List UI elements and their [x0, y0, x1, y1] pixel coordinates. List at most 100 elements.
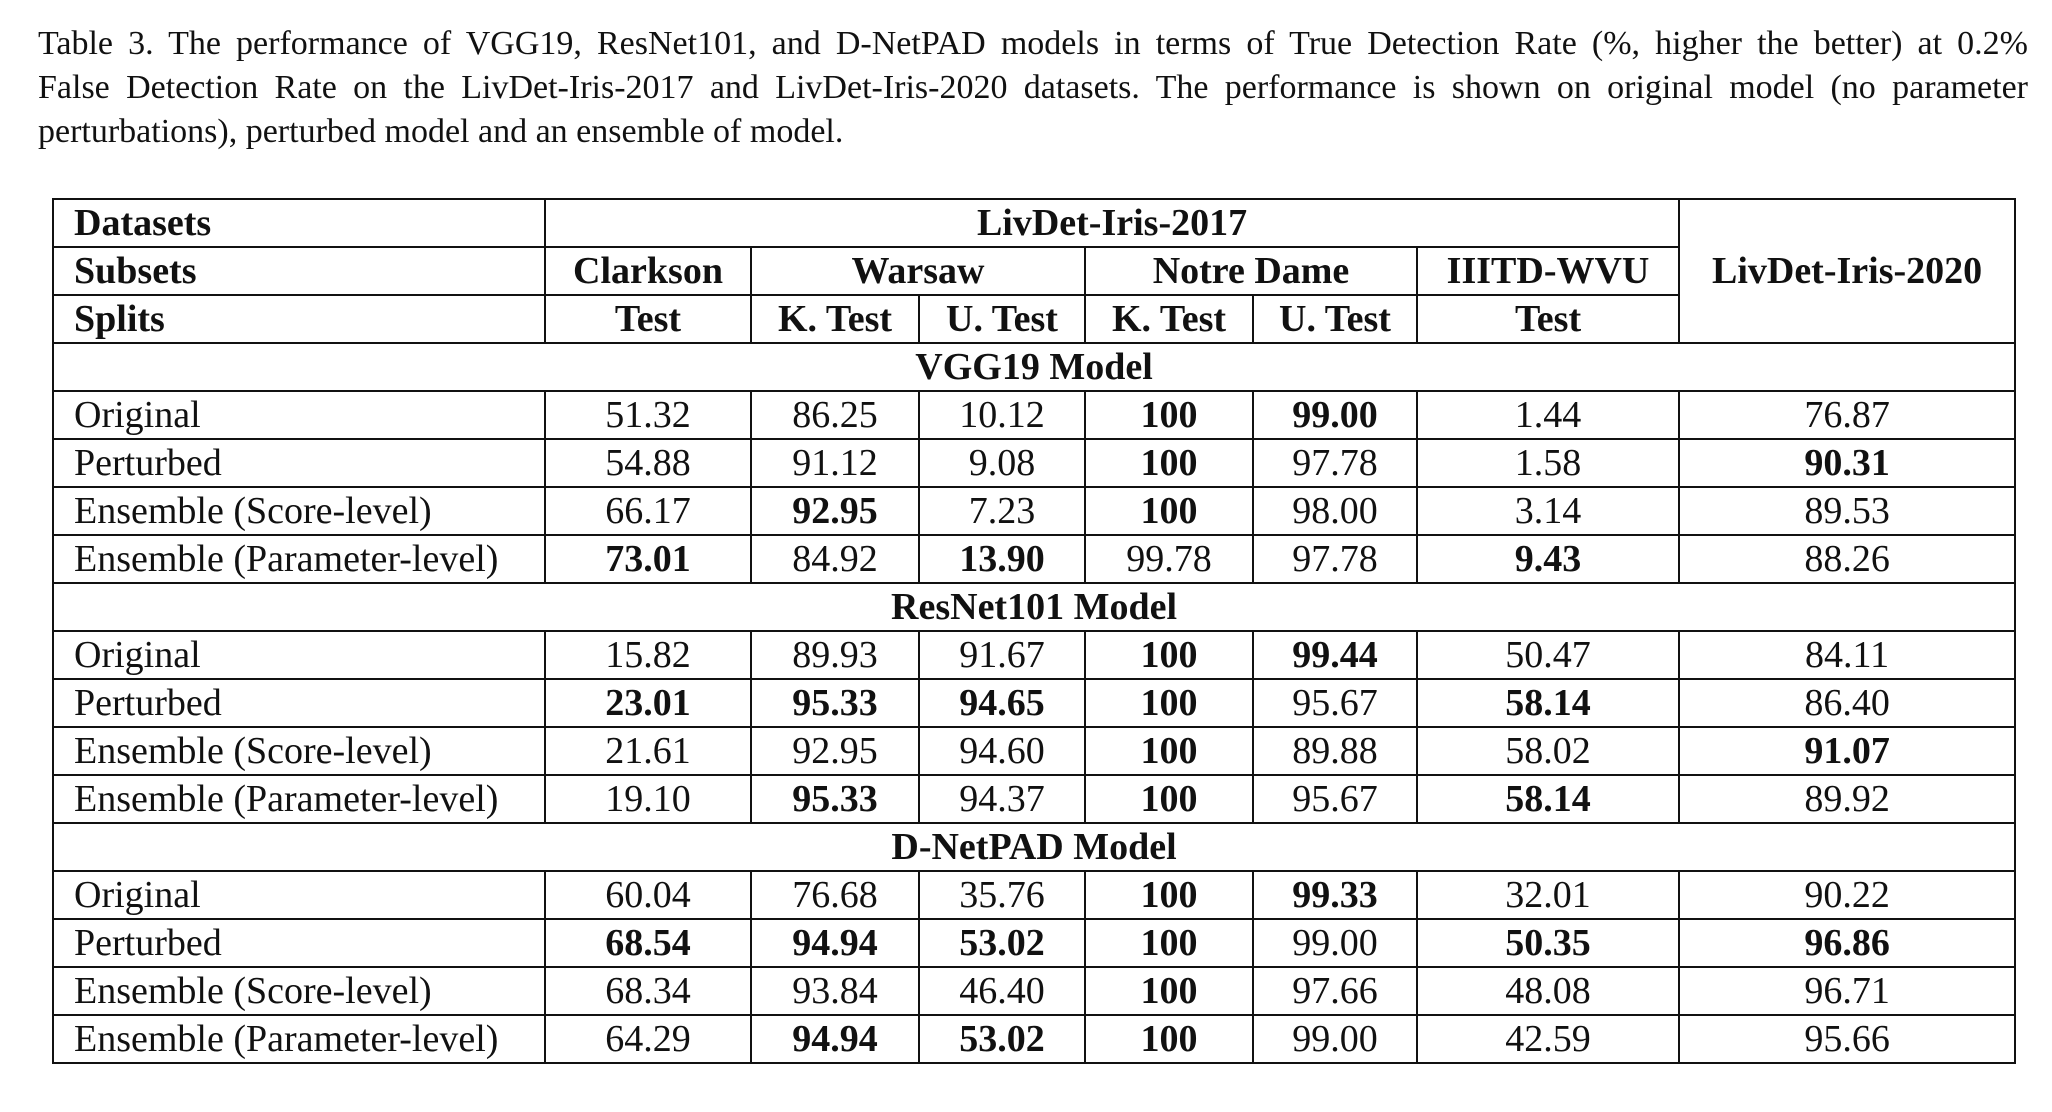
value-cell: 84.92: [750, 534, 920, 584]
split-iiitd-wvu-test: Test: [1415, 294, 1681, 344]
value-cell: 54.88: [544, 438, 752, 488]
value-cell: 99.00: [1252, 918, 1418, 968]
split-notre-dame-known-test: K. Test: [1084, 294, 1254, 344]
value-cell: 60.04: [544, 870, 752, 920]
value-cell: 97.78: [1252, 534, 1418, 584]
value-cell: 46.40: [918, 966, 1086, 1016]
value-cell: 3.14: [1415, 486, 1681, 536]
value-cell: 93.84: [750, 966, 920, 1016]
value-cell: 97.66: [1252, 966, 1418, 1016]
row-label: Original: [52, 870, 546, 920]
value-cell: 76.87: [1678, 390, 2017, 440]
table-row: Ensemble (Score-level) 66.17 92.95 7.23 100 9…: [52, 486, 2017, 536]
value-cell: 66.17: [544, 486, 752, 536]
value-cell: 100: [1084, 678, 1254, 728]
value-cell: 88.26: [1678, 534, 2017, 584]
value-cell: 96.71: [1678, 966, 2017, 1016]
value-cell: 100: [1084, 774, 1254, 824]
value-cell: 7.23: [918, 486, 1086, 536]
table-row: Perturbed 23.01 95.33 94.65 100 95.67 58.14 86.…: [52, 678, 2017, 728]
value-cell: 53.02: [918, 918, 1086, 968]
value-cell: 89.53: [1678, 486, 2017, 536]
value-cell: 19.10: [544, 774, 752, 824]
value-cell: 94.37: [918, 774, 1086, 824]
section-title: VGG19 Model: [51, 342, 2017, 392]
value-cell: 91.12: [750, 438, 920, 488]
table-body: VGG19 Model Original 51.32 86.25 10.12 100 99.…: [51, 342, 2017, 1064]
value-cell: 100: [1084, 1014, 1254, 1064]
value-cell: 84.11: [1678, 630, 2017, 680]
value-cell: 99.44: [1252, 630, 1418, 680]
value-cell: 94.94: [750, 918, 920, 968]
value-cell: 90.31: [1678, 438, 2017, 488]
table-row: Ensemble (Parameter-level) 19.10 95.33 94.3…: [52, 774, 2017, 824]
value-cell: 21.61: [544, 726, 752, 776]
value-cell: 1.44: [1415, 390, 1681, 440]
value-cell: 86.25: [750, 390, 920, 440]
value-cell: 68.54: [544, 918, 752, 968]
header-row-datasets: Datasets LivDet-Iris-2017 LivDet-Iris-20…: [52, 198, 2017, 344]
table-row: Perturbed 54.88 91.12 9.08 100 97.78 1.58 90.31: [52, 438, 2017, 488]
subset-iiitd-wvu: IIITD-WVU: [1415, 246, 1681, 296]
split-clarkson-test: Test: [544, 294, 752, 344]
value-cell: 100: [1084, 630, 1254, 680]
value-cell: 64.29: [544, 1014, 752, 1064]
value-cell: 91.07: [1678, 726, 2017, 776]
value-cell: 97.78: [1252, 438, 1418, 488]
results-table: Datasets LivDet-Iris-2017 LivDet-Iris-20…: [51, 198, 2017, 1064]
value-cell: 23.01: [544, 678, 752, 728]
table-row: Ensemble (Parameter-level) 73.01 84.92 13.9…: [52, 534, 2017, 584]
subset-notre-dame: Notre Dame: [1084, 246, 1418, 296]
value-cell: 99.78: [1084, 534, 1254, 584]
value-cell: 15.82: [544, 630, 752, 680]
subset-clarkson: Clarkson: [544, 246, 752, 296]
value-cell: 94.60: [918, 726, 1086, 776]
section-title: ResNet101 Model: [51, 582, 2017, 632]
value-cell: 95.33: [750, 678, 920, 728]
split-notre-dame-unknown-test: U. Test: [1252, 294, 1418, 344]
caption-line-3: perturbations), perturbed model and an e…: [38, 113, 844, 150]
value-cell: 100: [1084, 870, 1254, 920]
value-cell: 13.90: [918, 534, 1086, 584]
value-cell: 1.58: [1415, 438, 1681, 488]
table-caption: Table 3. The performance of VGG19, ResNe…: [38, 22, 2028, 154]
section-header-row: VGG19 Model: [51, 342, 2017, 392]
value-cell: 50.35: [1415, 918, 1681, 968]
value-cell: 94.94: [750, 1014, 920, 1064]
table-row: Ensemble (Score-level) 68.34 93.84 46.40 100…: [52, 966, 2017, 1016]
section-title: D-NetPAD Model: [51, 822, 2017, 872]
row-label: Ensemble (Score-level): [52, 726, 546, 776]
value-cell: 91.67: [918, 630, 1086, 680]
split-warsaw-known-test: K. Test: [750, 294, 920, 344]
value-cell: 42.59: [1415, 1014, 1681, 1064]
value-cell: 100: [1084, 438, 1254, 488]
value-cell: 95.33: [750, 774, 920, 824]
value-cell: 58.14: [1415, 678, 1681, 728]
row-label: Original: [52, 630, 546, 680]
splits-label: Splits: [52, 294, 546, 344]
value-cell: 89.93: [750, 630, 920, 680]
value-cell: 51.32: [544, 390, 752, 440]
value-cell: 50.47: [1415, 630, 1681, 680]
value-cell: 58.14: [1415, 774, 1681, 824]
livdet-2017-header: LivDet-Iris-2017: [543, 198, 1681, 248]
value-cell: 9.08: [918, 438, 1086, 488]
value-cell: 9.43: [1415, 534, 1681, 584]
value-cell: 95.67: [1252, 774, 1418, 824]
section-header-row: D-NetPAD Model: [51, 822, 2017, 872]
value-cell: 99.33: [1252, 870, 1418, 920]
value-cell: 96.86: [1678, 918, 2017, 968]
table-row: Original 60.04 76.68 35.76 100 99.33 32.01 90.2…: [52, 870, 2017, 920]
section-header-row: ResNet101 Model: [51, 582, 2017, 632]
value-cell: 100: [1084, 486, 1254, 536]
caption-line-1: Table 3. The performance of VGG19, ResNe…: [38, 25, 2028, 62]
value-cell: 100: [1084, 390, 1254, 440]
value-cell: 53.02: [918, 1014, 1086, 1064]
row-label: Perturbed: [52, 918, 546, 968]
table-header: Datasets LivDet-Iris-2017 LivDet-Iris-20…: [52, 198, 2017, 344]
header-row-splits: Splits Test K. Test U. Test K. Test U. T…: [52, 294, 2015, 344]
value-cell: 100: [1084, 966, 1254, 1016]
table-row: Ensemble (Score-level) 21.61 92.95 94.60 100…: [52, 726, 2017, 776]
value-cell: 68.34: [544, 966, 752, 1016]
value-cell: 86.40: [1678, 678, 2017, 728]
